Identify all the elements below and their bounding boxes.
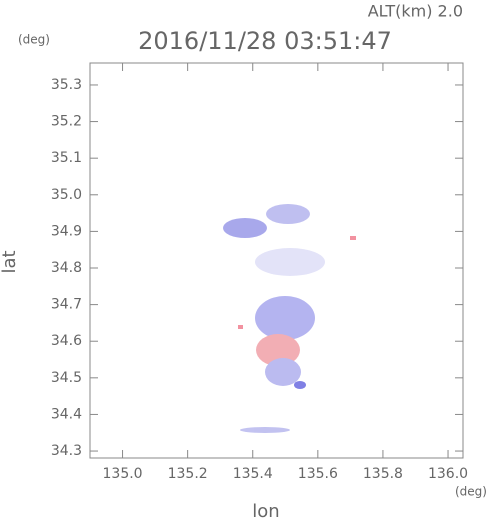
x-tick-label: 135.2: [168, 466, 208, 482]
altitude-label: ALT(km) 2.0: [368, 2, 463, 21]
echo: [240, 427, 290, 433]
echo: [350, 236, 356, 240]
y-tick-label: 34.7: [51, 297, 82, 313]
chart-title: 2016/11/28 03:51:47: [138, 27, 392, 55]
y-tick-label: 35.0: [51, 187, 82, 203]
y-axis-title: lat: [0, 250, 20, 273]
y-tick-label: 34.8: [51, 260, 82, 276]
y-tick-label: 34.9: [51, 223, 82, 239]
echo: [266, 204, 310, 224]
y-tick-label: 35.3: [51, 77, 82, 93]
echo: [255, 248, 325, 276]
echo: [238, 325, 243, 329]
echo: [265, 358, 301, 386]
echo: [223, 218, 267, 238]
x-axis-title: lon: [252, 501, 279, 521]
y-tick-label: 34.5: [51, 370, 82, 386]
x-tick-label: 135.4: [233, 466, 273, 482]
echo: [294, 381, 306, 389]
radar-field: [223, 204, 356, 433]
y-tick-label: 34.6: [51, 333, 82, 349]
x-tick-label: 135.8: [363, 466, 403, 482]
y-tick-label: 34.3: [51, 443, 82, 459]
x-unit: (deg): [455, 485, 487, 499]
y-tick-label: 34.4: [51, 406, 82, 422]
echo: [256, 334, 300, 366]
x-tick-label: 136.0: [428, 466, 468, 482]
y-tick-label: 35.2: [51, 114, 82, 130]
x-tick-label: 135.6: [298, 466, 338, 482]
plot-frame: [89, 62, 464, 459]
echo: [255, 296, 315, 340]
y-unit: (deg): [18, 33, 50, 47]
y-tick-label: 35.1: [51, 150, 82, 166]
x-tick-label: 135.0: [103, 466, 143, 482]
